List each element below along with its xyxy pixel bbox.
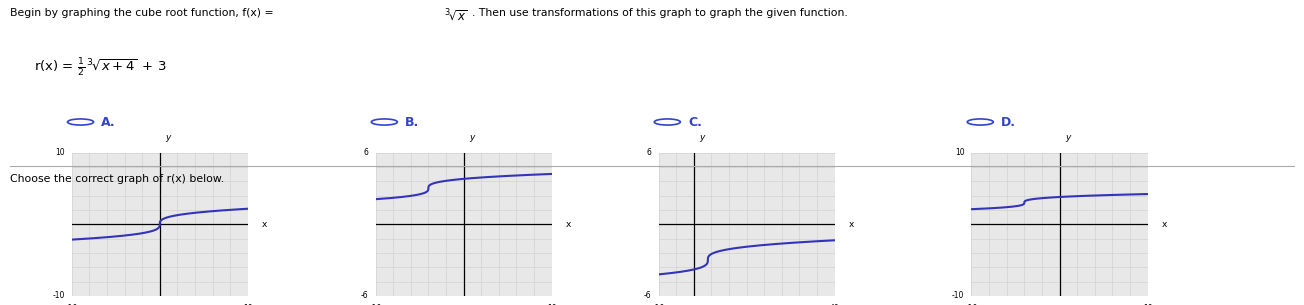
Text: 10: 10 bbox=[243, 304, 253, 305]
Text: -10: -10 bbox=[965, 304, 978, 305]
Text: Begin by graphing the cube root function, f(x) =: Begin by graphing the cube root function… bbox=[10, 8, 278, 18]
Text: x: x bbox=[262, 220, 267, 229]
Text: -10: -10 bbox=[952, 291, 965, 300]
Text: 10: 10 bbox=[546, 304, 557, 305]
Text: y: y bbox=[166, 134, 171, 142]
Text: -10: -10 bbox=[369, 304, 382, 305]
Text: 10: 10 bbox=[55, 148, 65, 157]
Text: x: x bbox=[1162, 220, 1167, 229]
Text: r(x) = $\frac{1}{2}\,^{3}\!\sqrt{x+4}\,$ + 3: r(x) = $\frac{1}{2}\,^{3}\!\sqrt{x+4}\,$… bbox=[34, 56, 167, 79]
Text: y: y bbox=[469, 134, 475, 142]
Text: D.: D. bbox=[1001, 116, 1016, 128]
Text: 10: 10 bbox=[1142, 304, 1153, 305]
Text: 40: 40 bbox=[829, 304, 840, 305]
Text: x: x bbox=[849, 220, 854, 229]
Text: x: x bbox=[566, 220, 571, 229]
Text: Choose the correct graph of r(x) below.: Choose the correct graph of r(x) below. bbox=[10, 174, 224, 184]
Text: y: y bbox=[1065, 134, 1071, 142]
Text: A.: A. bbox=[102, 116, 116, 128]
Text: . Then use transformations of this graph to graph the given function.: . Then use transformations of this graph… bbox=[472, 8, 848, 18]
Text: -6: -6 bbox=[644, 291, 652, 300]
Text: -10: -10 bbox=[52, 291, 65, 300]
Text: C.: C. bbox=[689, 116, 702, 128]
Text: $\!\!^{3}\!\sqrt{x}$: $\!\!^{3}\!\sqrt{x}$ bbox=[446, 8, 468, 24]
Text: B.: B. bbox=[406, 116, 420, 128]
Text: -10: -10 bbox=[652, 304, 665, 305]
Text: 6: 6 bbox=[647, 148, 652, 157]
Text: -6: -6 bbox=[361, 291, 369, 300]
Text: y: y bbox=[699, 134, 704, 142]
Text: -10: -10 bbox=[65, 304, 78, 305]
Text: 10: 10 bbox=[955, 148, 965, 157]
Text: 6: 6 bbox=[364, 148, 369, 157]
